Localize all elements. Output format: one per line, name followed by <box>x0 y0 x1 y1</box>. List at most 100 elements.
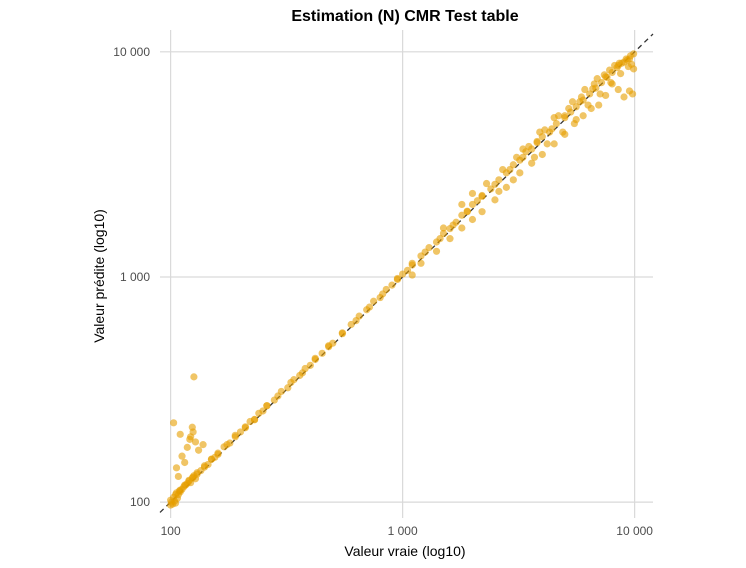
data-point <box>231 433 239 441</box>
data-point <box>581 85 589 94</box>
data-point <box>463 207 471 215</box>
data-point <box>399 270 407 278</box>
grid-lines <box>160 30 653 518</box>
data-point <box>274 392 282 400</box>
data-point <box>491 196 499 204</box>
data-point <box>615 59 624 67</box>
data-point <box>559 128 567 136</box>
data-point <box>236 428 245 436</box>
data-point <box>605 66 614 74</box>
x-tick-labels: 100 1 000 10 000 <box>161 524 654 538</box>
data-point <box>584 101 592 109</box>
data-point <box>174 472 182 481</box>
data-point <box>183 443 191 451</box>
data-point <box>614 85 622 94</box>
data-point <box>596 90 604 98</box>
data-point <box>525 142 533 151</box>
data-point <box>572 115 580 124</box>
data-point <box>593 75 601 83</box>
data-point <box>436 235 444 243</box>
y-tick-label: 10 000 <box>113 45 150 59</box>
data-point <box>370 297 378 305</box>
data-point <box>393 275 402 284</box>
y-tick-labels: 100 1 000 10 000 <box>113 45 150 509</box>
data-point <box>193 469 201 477</box>
data-point <box>600 71 608 79</box>
data-point <box>191 438 200 446</box>
data-point <box>388 281 396 289</box>
data-point <box>516 169 524 177</box>
data-point <box>169 419 178 427</box>
data-points <box>167 50 638 509</box>
data-point <box>530 153 539 161</box>
y-tick-label: 100 <box>130 495 150 509</box>
data-point <box>616 70 625 78</box>
data-point <box>458 224 466 232</box>
data-point <box>287 378 295 387</box>
x-tick-label: 10 000 <box>616 524 653 538</box>
y-axis-label: Valeur prédite (log10) <box>91 209 107 343</box>
data-point <box>519 153 527 161</box>
data-point <box>214 450 222 458</box>
data-point <box>495 187 503 195</box>
data-point <box>478 192 486 200</box>
data-point <box>178 452 186 460</box>
data-point <box>499 165 507 174</box>
data-point <box>473 197 481 205</box>
data-point <box>223 441 231 449</box>
data-point <box>408 271 416 279</box>
data-point <box>284 384 292 392</box>
data-point <box>550 114 558 122</box>
data-point <box>572 103 580 111</box>
data-point <box>421 248 429 256</box>
data-point <box>506 165 514 174</box>
data-point <box>167 501 175 509</box>
data-point <box>630 65 638 73</box>
data-point <box>468 200 477 209</box>
data-point <box>548 125 556 133</box>
data-point <box>630 50 638 58</box>
data-point <box>432 247 441 255</box>
data-point <box>365 303 374 311</box>
data-point <box>241 423 249 431</box>
data-point <box>620 93 628 101</box>
data-point <box>482 179 491 188</box>
data-point <box>543 140 551 148</box>
data-point <box>172 464 181 472</box>
x-tick-label: 100 <box>161 524 181 538</box>
data-point <box>468 189 477 198</box>
data-point <box>458 211 466 219</box>
data-point <box>595 101 603 109</box>
data-point <box>478 208 486 216</box>
data-point <box>439 224 448 232</box>
data-point <box>250 416 259 424</box>
data-point <box>513 153 521 161</box>
data-point <box>181 458 189 467</box>
data-point <box>565 104 573 113</box>
data-point <box>259 407 267 415</box>
chart-title: Estimation (N) CMR Test table <box>291 8 518 25</box>
data-point <box>176 486 184 494</box>
data-point <box>408 261 416 269</box>
data-point <box>552 119 560 128</box>
data-point <box>607 78 615 87</box>
data-point <box>325 343 333 351</box>
data-point <box>468 215 477 224</box>
data-point <box>509 176 517 184</box>
data-point <box>417 259 425 267</box>
data-point <box>446 235 454 243</box>
data-point <box>602 91 610 100</box>
data-point <box>533 139 541 147</box>
data-point <box>550 140 558 148</box>
data-point <box>403 266 412 274</box>
data-point <box>207 455 216 463</box>
data-point <box>186 435 194 443</box>
data-point <box>318 349 326 357</box>
data-point <box>458 200 466 209</box>
data-point <box>577 93 586 101</box>
data-point <box>623 56 631 64</box>
data-point <box>502 183 510 191</box>
data-point <box>590 80 598 88</box>
data-point <box>536 128 544 136</box>
